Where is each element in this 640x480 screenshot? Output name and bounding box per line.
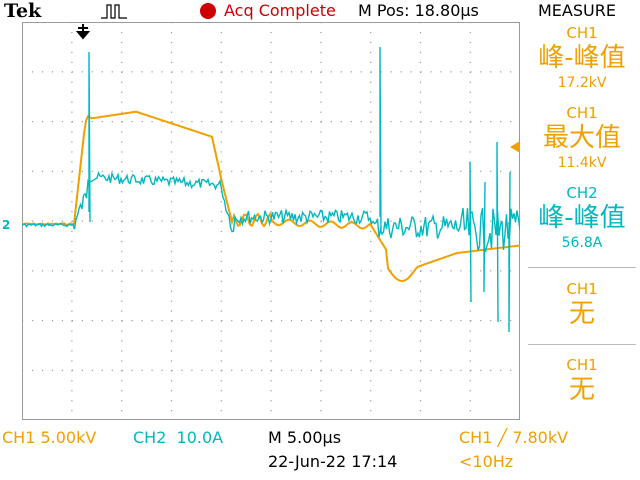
brand-logo: Tek — [4, 0, 42, 22]
ch2-waveform — [22, 46, 520, 333]
measurement-channel: CH1 — [566, 104, 598, 122]
status-bar: Tek Acq Complete M Pos: 18.80µs MEASURE — [0, 0, 640, 22]
settings-bar: CH1 5.00kV CH2 10.0A M 5.00µs 22-Jun-22 … — [0, 424, 640, 480]
trigger-setting[interactable]: CH1 ╱ 7.80kV — [459, 428, 569, 447]
measurement-value: 56.8A — [561, 235, 603, 251]
ch2-ground-marker[interactable]: 2 — [2, 218, 11, 232]
measurement-slot-1[interactable]: CH1 峰-峰值 17.2kV — [524, 22, 640, 100]
measurement-channel: CH1 — [566, 24, 598, 42]
measurement-slot-4[interactable]: CH1 无 — [524, 272, 640, 350]
measurement-value: 11.4kV — [557, 155, 607, 171]
horizontal-position: M Pos: 18.80µs — [358, 1, 479, 20]
measurement-channel: CH1 — [566, 356, 598, 374]
measurement-type: 最大值 — [542, 123, 621, 153]
measurement-type: 峰-峰值 — [538, 203, 626, 233]
measurement-channel: CH2 — [566, 184, 598, 202]
measure-panel: CH1 峰-峰值 17.2kV CH1 最大值 11.4kV CH2 峰-峰值 … — [524, 22, 640, 420]
measurement-type: 无 — [568, 299, 595, 329]
measurement-value: 17.2kV — [557, 75, 607, 91]
acquisition-status-icon — [200, 3, 216, 19]
measurement-slot-2[interactable]: CH1 最大值 11.4kV — [524, 102, 640, 180]
measurement-slot-5[interactable]: CH1 无 — [524, 348, 640, 426]
measurement-type: 无 — [568, 375, 595, 405]
measure-menu-title[interactable]: MEASURE — [538, 1, 616, 20]
ch1-waveform — [22, 110, 520, 283]
trigger-level-marker[interactable] — [508, 140, 522, 154]
trigger-pulse-icon — [101, 4, 127, 19]
measurement-channel: CH1 — [566, 280, 598, 298]
acquisition-status: Acq Complete — [224, 1, 336, 20]
divider — [528, 344, 636, 345]
trigger-position-marker — [75, 24, 91, 40]
date-time: 22-Jun-22 17:14 — [268, 452, 398, 471]
measurement-type: 峰-峰值 — [538, 43, 626, 73]
waveform-display — [22, 22, 520, 420]
graticule — [22, 22, 520, 420]
divider — [528, 267, 636, 268]
trigger-frequency: <10Hz — [459, 452, 514, 471]
ch1-scale[interactable]: CH1 5.00kV — [2, 428, 97, 447]
timebase[interactable]: M 5.00µs — [268, 428, 342, 447]
measurement-slot-3[interactable]: CH2 峰-峰值 56.8A — [524, 182, 640, 260]
ch2-scale[interactable]: CH2 10.0A — [133, 428, 224, 447]
